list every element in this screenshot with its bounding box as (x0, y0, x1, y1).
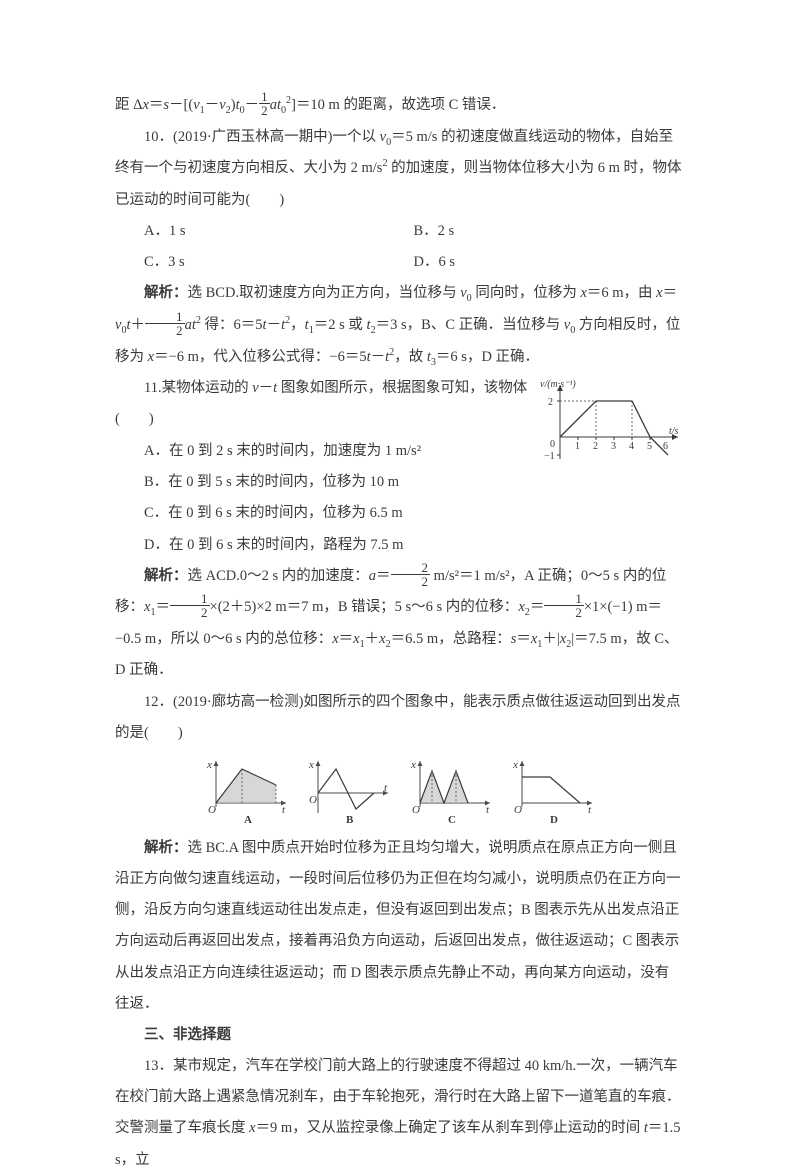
svg-text:t: t (588, 804, 592, 816)
svg-text:t: t (282, 804, 286, 816)
q11-s3: ×(2＋5)×2 m＝7 m，B 错误；5 s～6 s 内的位移： (210, 599, 519, 615)
svg-text:4: 4 (629, 441, 634, 452)
q12-stem: 12．(2019·廊坊高一检测)如图所示的四个图象中，能表示质点做往返运动回到出… (115, 687, 683, 749)
svg-text:t: t (486, 804, 490, 816)
q12-label-b: B (346, 814, 354, 826)
prev-tail-text: ＝10 m 的距离，故选项 C 错误． (296, 97, 505, 113)
q12-solution: 解析：选 BC.A 图中质点开始时位移为正且均匀增大，说明质点在原点正方向一侧且… (115, 833, 683, 1020)
q11-opt-b: B．在 0 到 5 s 末的时间内，位移为 10 m (115, 467, 683, 498)
q10-s6: ＝3 s，B、C 正确．当位移与 (376, 317, 564, 333)
q11-opt-d: D．在 0 到 6 s 末的时间内，路程为 7.5 m (115, 530, 683, 561)
q10-sol-label: 解析： (144, 285, 188, 301)
q10-s9: ，故 (394, 349, 427, 365)
q12-panel-a: x t O A (206, 759, 286, 826)
q11-opt-c: C．在 0 到 6 s 末的时间内，位移为 6.5 m (115, 498, 683, 529)
q10-s2: 同向时，位移为 (472, 285, 581, 301)
svg-text:t: t (384, 782, 388, 794)
q12-sol-body: 选 BC.A 图中质点开始时位移为正且均匀增大，说明质点在原点正方向一侧且沿正方… (115, 840, 681, 1012)
q11-solution: 解析：选 ACD.0～2 s 内的加速度：a＝22 m/s²＝1 m/s²，A … (115, 561, 683, 687)
svg-text:O: O (514, 804, 522, 816)
q10-s5: ＝2 s 或 (314, 317, 367, 333)
q11-chart: v/(m·s⁻¹) 2 0 −1 1 2 3 4 5 (538, 377, 683, 467)
q11-s1: 选 ACD.0～2 s 内的加速度： (188, 568, 369, 584)
q12-label-d: D (550, 814, 558, 826)
svg-text:O: O (412, 804, 420, 816)
q11-s5: ＝6.5 m，总路程： (391, 631, 511, 647)
q10-s1: 选 BCD.取初速度方向为正方向，当位移与 (188, 285, 461, 301)
q11-xticks: 1 2 3 4 5 6 (575, 437, 668, 452)
q10-opt-b: B．2 s (414, 216, 684, 247)
q10-opts-row2: C．3 s D．6 s (115, 247, 683, 278)
svg-text:5: 5 (647, 441, 652, 452)
section-3-heading: 三、非选择题 (115, 1020, 683, 1051)
q10-stem: 10．(2019·广西玉林高一期中)一个以 v0＝5 m/s 的初速度做直线运动… (115, 122, 683, 216)
q10-s4: 得：6＝5 (201, 317, 263, 333)
q10-s10: ＝6 s，D 正确． (436, 349, 539, 365)
svg-text:x: x (410, 759, 416, 771)
svg-text:x: x (206, 759, 212, 771)
q12-sol-label: 解析： (144, 840, 188, 856)
svg-text:1: 1 (575, 441, 580, 452)
q11-ytick-n1: −1 (544, 451, 555, 462)
q11-stem-a: 11.某物体运动的 (144, 380, 252, 396)
q10-s3: ＝6 m，由 (587, 285, 656, 301)
q11-ylabel: v/(m·s⁻¹) (540, 379, 576, 390)
q11-ytick-0: 0 (550, 439, 555, 450)
q12-panel-d: x t O D (512, 759, 592, 826)
svg-text:x: x (308, 759, 314, 771)
q13-b: ＝9 m，又从监控录像上确定了该车从刹车到停止运动的时间 (256, 1120, 644, 1136)
prev-solution-tail: 距 Δx＝s－[(v1－v2)t0－12at02]＝10 m 的距离，故选项 C… (115, 90, 683, 122)
svg-text:x: x (512, 759, 518, 771)
q11-xlabel: t/s (669, 426, 679, 437)
q11-ytick-2: 2 (548, 397, 553, 408)
q10-solution: 解析：选 BCD.取初速度方向为正方向，当位移与 v0 同向时，位移为 x＝6 … (115, 278, 683, 373)
q10-stem-a: 10．(2019·广西玉林高一期中)一个以 (144, 129, 380, 145)
svg-text:O: O (309, 794, 317, 806)
q11-sol-label: 解析： (144, 568, 188, 584)
q10-opt-a: A．1 s (115, 216, 414, 247)
q12-panel-b: x t O B (308, 759, 388, 826)
svg-text:3: 3 (611, 441, 616, 452)
q10-opt-d: D．6 s (414, 247, 684, 278)
q12-label-c: C (448, 814, 456, 826)
q10-opt-c: C．3 s (115, 247, 414, 278)
svg-text:2: 2 (593, 441, 598, 452)
q12-label-a: A (244, 814, 252, 826)
document-page: 距 Δx＝s－[(v1－v2)t0－12at02]＝10 m 的距离，故选项 C… (0, 0, 793, 1122)
svg-text:O: O (208, 804, 216, 816)
q10-s8: ＝−6 m，代入位移公式得：−6＝5 (154, 349, 367, 365)
q12-charts: x t O A x t O B (194, 755, 604, 827)
q12-panel-c: x t O C (410, 759, 490, 826)
q10-opts-row1: A．1 s B．2 s (115, 216, 683, 247)
q13-stem: 13．某市规定，汽车在学校门前大路上的行驶速度不得超过 40 km/h.一次，一… (115, 1051, 683, 1176)
